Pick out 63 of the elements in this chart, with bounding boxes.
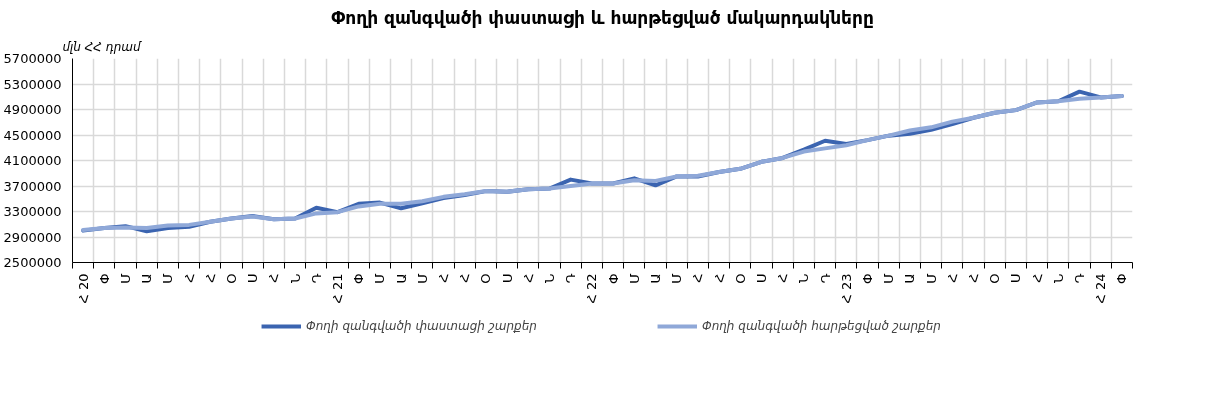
x-tick-label: Հ 20: [75, 273, 91, 304]
x-tick-label: Ա: [139, 273, 155, 284]
legend-label: Փողի զանգվածի փաստացի շարքեր: [306, 319, 537, 333]
x-tick-label: Հ 23: [838, 273, 854, 304]
x-tick-label: Հ: [457, 273, 473, 283]
x-tick-label: Դ: [563, 273, 579, 284]
x-tick-label: Փ: [1114, 273, 1130, 285]
x-tick-label: Հ: [1029, 273, 1045, 283]
x-tick-label: Ս: [1008, 273, 1024, 284]
x-tick-label: Հ: [202, 273, 218, 283]
x-tick-label: Մ: [414, 273, 430, 284]
x-tick-label: Հ 21: [330, 273, 345, 304]
x-tick-label: Ս: [499, 273, 515, 284]
legend-label: Փողի զանգվածի հարթեցված շարքեր: [701, 319, 941, 333]
x-tick-label: Ն: [1050, 273, 1066, 283]
x-tick-label: Օ: [987, 273, 1003, 284]
y-axis-title: մլն ՀՀ դրամ: [62, 39, 143, 54]
x-tick-label: Ա: [648, 273, 663, 284]
x-tick-label: Ս: [245, 273, 261, 284]
y-tick-label: 5300000: [3, 76, 62, 92]
y-tick-label: 3700000: [3, 178, 62, 194]
x-tick-label: Հ: [266, 273, 282, 283]
y-tick-label: 2500000: [3, 255, 62, 270]
chart-title: Փողի զանգվածի փաստացի և հարթեցված մակարդակները: [331, 7, 874, 28]
x-tick-label: Մ: [372, 273, 388, 284]
x-tick-label: Հ: [181, 273, 197, 283]
x-tick-label: Հ: [690, 273, 706, 283]
x-tick-label: Դ: [817, 273, 833, 284]
x-tick-label: Փ: [96, 273, 112, 285]
y-tick-label: 5700000: [3, 51, 62, 66]
x-tick-label: Փ: [860, 273, 875, 285]
x-tick-label: Օ: [732, 273, 748, 284]
x-tick-label: Ն: [796, 273, 812, 283]
x-tick-label: Դ: [1072, 273, 1087, 284]
x-tick-label: Հ 24: [1093, 273, 1109, 304]
x-tick-label: Ն: [287, 273, 303, 283]
y-tick-label: 2900000: [3, 229, 62, 245]
x-tick-label: Ա: [393, 273, 409, 284]
x-tick-label: Հ 22: [584, 273, 600, 304]
x-tick-label: Մ: [923, 273, 939, 284]
x-tick-label: Մ: [626, 273, 642, 284]
x-tick-label: Օ: [224, 273, 239, 284]
x-tick-label: Հ: [775, 273, 791, 283]
y-tick-label: 3300000: [3, 204, 62, 219]
x-tick-label: Հ: [944, 273, 960, 283]
x-tick-label: Ն: [542, 273, 557, 283]
x-tick-label: Հ: [966, 273, 981, 283]
x-tick-label: Փ: [351, 273, 367, 285]
x-tick-label: Հ: [436, 273, 451, 283]
y-tick-label: 4100000: [3, 153, 62, 168]
x-tick-label: Հ: [520, 273, 536, 283]
x-tick-label: Մ: [118, 273, 133, 284]
y-tick-label: 4500000: [3, 127, 62, 143]
x-tick-label: Մ: [881, 273, 897, 284]
x-tick-label: Փ: [605, 273, 621, 285]
y-tick-label: 4900000: [3, 102, 62, 117]
x-tick-label: Օ: [478, 273, 494, 284]
x-tick-label: Դ: [308, 273, 324, 284]
x-tick-label: Ա: [902, 273, 918, 284]
x-tick-label: Մ: [160, 273, 176, 284]
x-tick-label: Հ: [711, 273, 727, 283]
x-tick-label: Մ: [669, 273, 685, 284]
x-tick-label: Ս: [754, 273, 769, 284]
